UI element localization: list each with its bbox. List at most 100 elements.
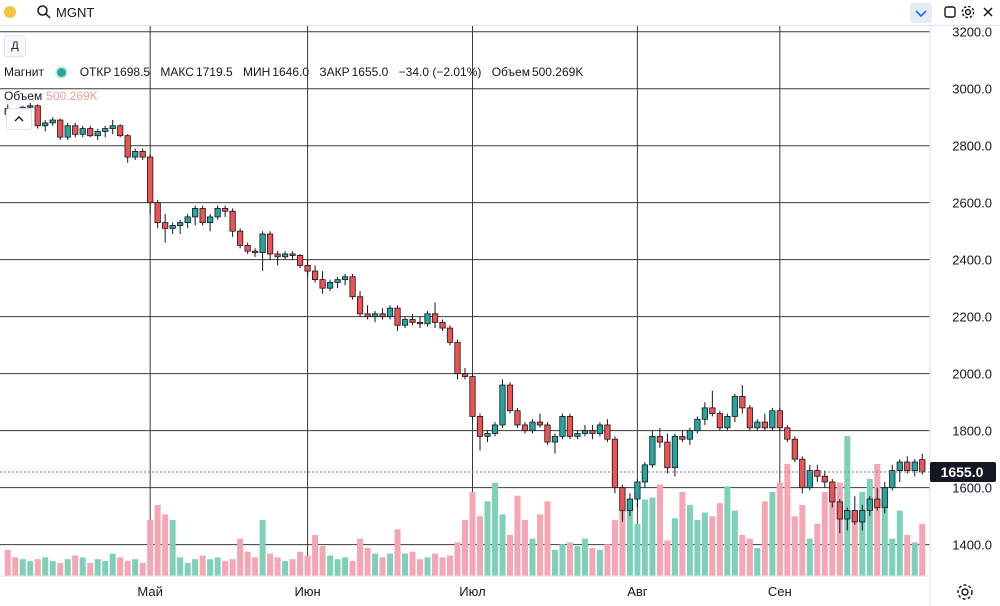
close-value: 1655.0 xyxy=(351,65,389,79)
square-icon[interactable] xyxy=(942,4,958,20)
candle-body xyxy=(769,410,776,429)
candle xyxy=(461,367,469,380)
timeframe-button[interactable]: Д xyxy=(4,35,26,57)
candle-body xyxy=(866,498,873,511)
volume-bar xyxy=(394,529,401,576)
candle-body xyxy=(214,207,221,218)
volume-bar xyxy=(551,549,558,576)
candle xyxy=(311,265,319,283)
candle xyxy=(604,419,611,443)
candle-body xyxy=(784,427,791,440)
candle-body xyxy=(671,435,678,469)
candle xyxy=(656,427,663,448)
open-value: 1698.5 xyxy=(113,65,151,79)
candle-body xyxy=(881,487,888,509)
instrument-name: Магнит xyxy=(4,65,45,79)
volume-bar xyxy=(641,499,648,576)
volume-bar xyxy=(282,561,289,576)
market-status-dot xyxy=(57,68,67,77)
volume-bar xyxy=(34,559,41,576)
candle xyxy=(431,302,439,329)
candle-body xyxy=(911,461,918,471)
candle-body xyxy=(506,384,514,412)
candle-body xyxy=(446,327,454,343)
candle-body xyxy=(566,416,574,437)
symbol-search-input[interactable]: MGNT xyxy=(56,5,95,20)
y-tick-label: 2000.0 xyxy=(952,367,992,382)
volume-bar xyxy=(297,551,304,576)
volume-bar xyxy=(746,538,753,576)
candle xyxy=(49,117,56,126)
volume-bar xyxy=(222,561,229,576)
candle-body xyxy=(147,156,154,204)
candle xyxy=(896,459,903,482)
volume-bar xyxy=(4,549,11,576)
volume-bar xyxy=(619,501,626,576)
candle-body xyxy=(162,222,169,229)
candle-body xyxy=(341,276,349,281)
volume-bar xyxy=(304,555,311,576)
candle-body xyxy=(177,222,184,226)
volume-bar xyxy=(229,559,236,576)
candle-body xyxy=(469,376,476,417)
volume-bar xyxy=(521,520,528,576)
candle xyxy=(544,422,551,445)
candle-body xyxy=(521,424,529,432)
dropdown-button[interactable] xyxy=(910,3,932,23)
volume-bar xyxy=(432,553,439,576)
candle xyxy=(147,154,154,215)
candle-body xyxy=(626,498,634,511)
candle-body xyxy=(57,119,64,138)
candle xyxy=(559,413,566,440)
volume-bar xyxy=(462,520,468,576)
candle xyxy=(274,251,281,266)
candle-body xyxy=(604,424,611,440)
candle-body xyxy=(536,421,544,426)
candle-body xyxy=(559,416,566,437)
candle xyxy=(386,305,394,320)
candle xyxy=(356,291,364,317)
volume-bar xyxy=(596,549,603,576)
candle-body xyxy=(836,501,843,520)
volume-bar xyxy=(589,548,596,576)
candle xyxy=(709,390,716,417)
candle xyxy=(746,405,753,431)
candle-body xyxy=(634,481,641,500)
candle-body xyxy=(611,438,619,489)
candle xyxy=(222,205,229,217)
volume-bar xyxy=(484,501,491,576)
volume-bar xyxy=(334,559,341,576)
candle xyxy=(439,319,446,331)
gear-icon[interactable] xyxy=(960,4,976,20)
volume-bar xyxy=(559,544,566,576)
volume-bar xyxy=(27,561,34,576)
volume-legend-value: 500.269K xyxy=(46,89,98,103)
settings-gear-icon[interactable] xyxy=(955,582,975,602)
y-tick-label: 2800.0 xyxy=(952,139,992,154)
volume-bar xyxy=(327,555,334,576)
candle xyxy=(42,120,49,132)
collapse-legend-button[interactable] xyxy=(6,108,32,130)
volume-bar xyxy=(439,557,446,576)
candle-body xyxy=(544,424,551,443)
volume-bar xyxy=(881,501,888,576)
volume-bar xyxy=(192,559,199,576)
candle-body xyxy=(484,433,491,437)
candle-body xyxy=(42,122,49,127)
search-icon[interactable] xyxy=(36,4,52,20)
volume-bar xyxy=(349,561,356,576)
volume-bar xyxy=(911,542,918,576)
candle-body xyxy=(439,321,446,329)
candle-body xyxy=(814,470,821,477)
volume-bar xyxy=(162,514,169,576)
candle-body xyxy=(919,459,926,473)
volume-bar xyxy=(844,436,851,576)
candle-body xyxy=(289,253,296,256)
candle-body xyxy=(371,313,379,318)
candle xyxy=(791,436,798,463)
volume-bar xyxy=(791,516,798,576)
close-icon[interactable] xyxy=(980,4,996,20)
candle xyxy=(394,305,401,331)
volume-bar xyxy=(536,514,543,576)
